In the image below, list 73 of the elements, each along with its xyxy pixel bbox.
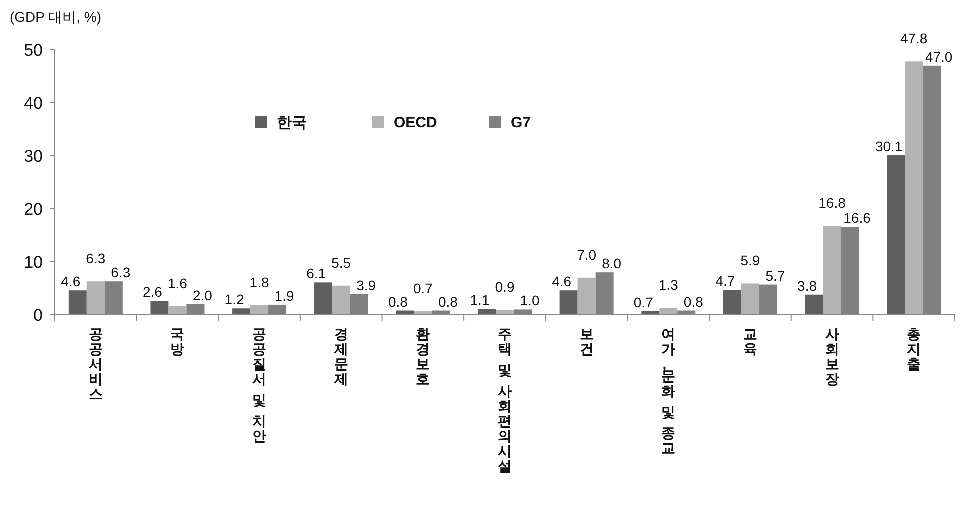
bar [823,226,842,315]
bar [723,290,742,315]
data-label: 0.9 [495,279,515,296]
data-label: 7.0 [577,246,597,263]
data-label: 8.0 [602,256,622,272]
data-label: 30.1 [875,138,903,154]
data-label: 1.3 [658,277,679,294]
data-label: 1.6 [168,276,188,292]
data-label: 1.8 [250,274,270,290]
bar [660,308,678,315]
x-tick-label: 여가, 문화 및 종교 [662,326,676,456]
data-label: 4.7 [716,273,736,290]
data-label: 1.2 [224,292,244,308]
y-axis-title: (GDP 대비, %) [10,9,102,25]
bar [578,278,596,315]
bar [905,62,924,315]
bar [314,282,332,315]
data-label: 3.9 [356,277,376,294]
y-tick-label: 0 [34,306,43,325]
data-label: 3.8 [798,278,818,294]
y-tick-label: 20 [24,200,43,219]
x-tick-label: 사회보장 [825,326,840,387]
data-label: 6.3 [86,250,106,267]
y-tick-label: 10 [24,252,43,272]
x-tick-label: 보건 [580,326,594,357]
x-tick-label: 국방 [170,326,185,357]
data-label: 2.6 [142,284,163,300]
x-tick-label: 경제문제 [333,326,348,387]
data-label: 5.7 [766,268,786,284]
bar [560,290,578,315]
data-label: 0.8 [388,294,408,310]
category-label: 주택 및 사회편의시설 [498,326,512,474]
x-tick-label: 환경보호 [416,326,430,387]
data-label: 5.9 [740,252,760,269]
bar [232,308,251,315]
x-tick-label: 공공질서 및 치안 [252,326,267,444]
legend-label: 한국 [277,114,307,132]
bar [68,290,87,315]
x-tick-label: 교육 [743,326,758,357]
x-tick-label: 총지출 [907,326,922,372]
legend-label: G7 [511,114,532,132]
data-label: 6.3 [111,264,131,281]
data-label: 5.5 [332,254,352,271]
data-label: 16.6 [844,210,872,226]
data-label: 0.7 [413,280,434,296]
y-tick-label: 40 [24,94,43,113]
bar [250,305,269,315]
data-label: 4.6 [552,274,572,290]
bar [496,310,514,315]
x-tick-label: 공공서비스 [88,326,103,402]
bar [86,282,105,315]
bar [741,284,760,315]
data-label: 0.7 [634,294,654,310]
data-label: 1.1 [470,292,490,308]
data-label: 0.8 [438,294,458,310]
data-label: 1.0 [520,292,540,309]
data-label: 47.0 [925,48,953,65]
data-label: 1.9 [274,288,294,304]
bar [478,309,496,315]
bar [332,286,350,315]
bar [805,294,824,315]
data-label: 4.6 [61,274,81,290]
legend-label: OECD [394,114,438,132]
data-label: 47.8 [900,30,928,47]
bar [150,301,169,315]
y-tick-label: 30 [24,146,43,166]
data-label: 6.1 [306,266,326,282]
data-label: 16.8 [818,194,846,211]
y-tick-label: 50 [24,40,43,60]
data-label: 0.8 [684,294,704,310]
bar [887,155,906,315]
bar [168,306,187,315]
data-label: 2.0 [192,287,213,304]
